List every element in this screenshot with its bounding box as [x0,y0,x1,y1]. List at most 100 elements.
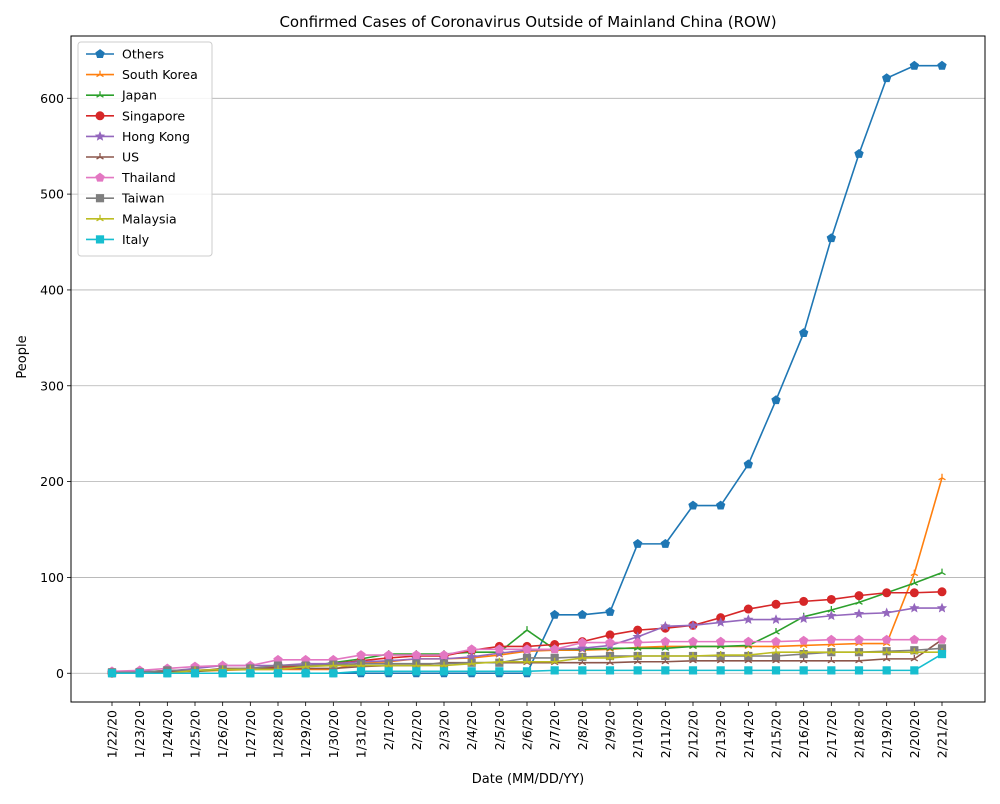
x-tick-label: 2/12/20 [686,710,701,758]
x-tick-label: 1/23/20 [132,710,147,758]
data-point-marker [772,628,780,635]
data-point-marker [95,172,105,182]
data-point-marker [95,111,105,121]
data-point-marker [909,634,920,644]
data-point-marker [882,666,891,675]
x-tick-label: 2/19/20 [879,710,894,758]
data-point-marker [715,636,726,646]
x-tick-label: 2/20/20 [907,710,922,758]
x-tick-label: 2/11/20 [658,710,673,758]
data-point-marker [716,666,725,675]
data-point-marker [687,619,699,630]
data-point-marker [301,662,310,670]
data-point-marker [633,652,642,659]
data-point-marker [910,648,919,655]
data-point-marker [798,613,809,623]
data-point-marker [577,609,588,619]
x-tick-label: 1/30/20 [326,710,341,758]
data-point-marker [910,579,919,586]
x-tick-label: 2/16/20 [796,710,811,758]
data-point-marker [881,634,892,644]
data-point-marker [661,666,670,675]
data-point-marker [715,617,726,627]
data-point-marker [329,669,338,678]
data-point-marker [770,614,782,624]
x-tick-label: 2/21/20 [935,710,950,758]
legend-label: Hong Kong [122,129,190,144]
x-tick-label: 2/10/20 [630,710,645,758]
data-point-marker [910,569,919,577]
data-point-marker [827,656,836,664]
data-point-marker [826,634,837,644]
data-point-marker [798,328,809,338]
data-point-marker [605,607,615,616]
data-point-marker [937,649,947,659]
data-point-marker [826,594,836,604]
data-point-marker [95,235,105,244]
data-point-marker [96,70,104,78]
data-point-marker [578,653,587,661]
data-point-marker [743,604,753,614]
data-point-marker [660,538,671,548]
x-tick-label: 2/1/20 [381,710,396,750]
data-point-marker [854,148,864,158]
data-point-marker [744,651,753,658]
legend-label: Thailand [121,170,176,185]
legend-item: US [86,150,139,165]
data-point-marker [937,634,947,644]
legend-item: Others [86,47,164,62]
data-point-marker [938,473,946,481]
data-point-marker [799,666,808,675]
x-tick-label: 2/5/20 [492,710,507,750]
data-point-marker [936,602,948,613]
data-point-marker [550,666,559,675]
legend-label: Others [122,47,164,62]
x-tick-label: 1/29/20 [298,710,313,758]
data-point-marker [743,636,754,646]
data-point-marker [495,667,504,676]
x-tick-label: 1/28/20 [271,710,286,758]
data-point-marker [827,666,836,675]
data-point-marker [771,636,781,646]
y-tick-label: 400 [40,282,64,297]
chart-title: Confirmed Cases of Coronavirus Outside o… [279,13,776,31]
data-point-marker [716,651,725,658]
data-point-marker [660,620,671,631]
data-point-marker [771,666,781,675]
data-point-marker [96,91,104,98]
data-point-marker [163,669,172,678]
x-tick-label: 2/8/20 [575,710,590,750]
legend: Others South Korea Japan Singapore Hong Kong… [77,41,213,257]
x-tick-label: 2/18/20 [852,710,867,758]
data-point-marker [854,634,864,644]
y-tick-label: 500 [40,187,64,202]
data-point-marker [523,657,531,665]
data-point-marker [218,669,227,678]
x-tick-label: 2/14/20 [741,710,756,758]
data-point-marker [329,661,338,669]
legend-label: South Korea [122,67,198,82]
data-point-marker [523,626,531,633]
data-point-marker [882,654,891,662]
data-point-marker [937,60,947,70]
data-point-marker [938,568,946,576]
x-tick-label: 1/25/20 [188,710,203,758]
data-point-marker [383,650,394,660]
data-point-marker [605,637,615,647]
data-point-marker [411,650,422,660]
data-point-marker [466,644,477,654]
x-tick-label: 2/17/20 [824,710,839,758]
data-point-marker [495,657,504,665]
data-point-marker [882,648,891,655]
data-point-marker [689,652,697,659]
data-point-marker [494,644,505,654]
y-tick-label: 300 [40,378,64,393]
x-tick-label: 2/13/20 [713,710,728,758]
data-point-marker [881,607,892,618]
data-point-marker [826,610,837,621]
data-point-marker [799,648,808,655]
data-point-marker [715,500,726,510]
data-point-marker [743,459,754,469]
x-tick-label: 1/24/20 [160,710,175,758]
